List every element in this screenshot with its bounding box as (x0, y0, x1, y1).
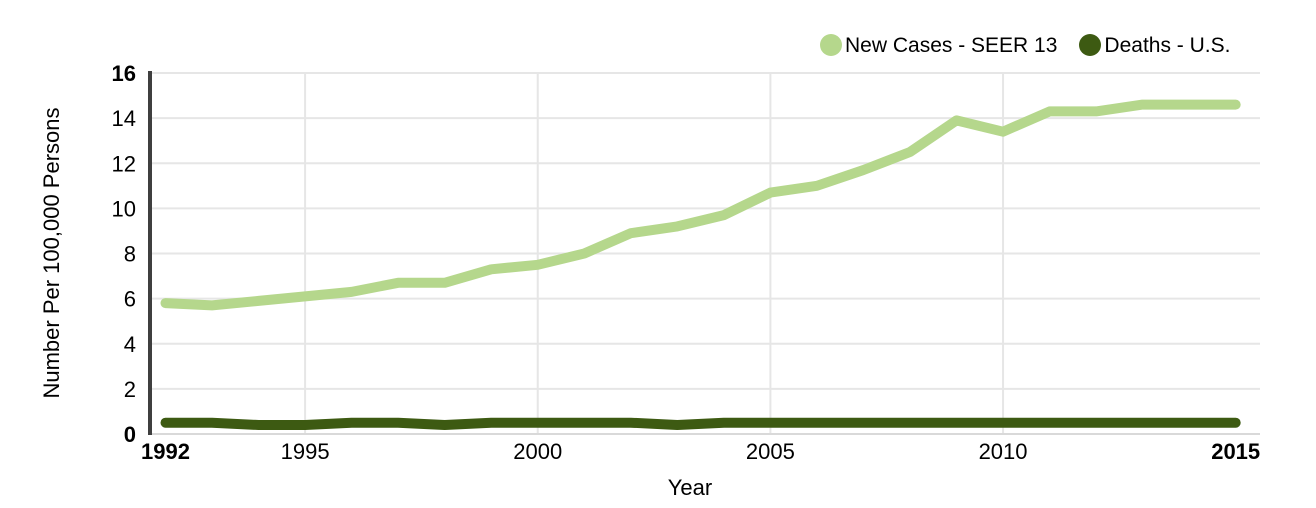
y-tick-12: 12 (112, 151, 136, 176)
y-axis-title: Number Per 100,000 Persons (39, 107, 64, 399)
legend: New Cases - SEER 13 Deaths - U.S. (820, 34, 1230, 56)
legend-item-deaths[interactable]: Deaths - U.S. (1079, 34, 1230, 56)
y-tick-16: 16 (112, 61, 136, 86)
x-tick-2010: 2010 (979, 439, 1028, 464)
series-line-deaths[interactable] (160, 417, 1241, 430)
deaths-marker-icon (1079, 34, 1102, 56)
y-tick-8: 8 (124, 242, 136, 267)
x-axis-title: Year (667, 475, 713, 500)
x-tick-2015: 2015 (1211, 439, 1260, 464)
x-tick-2005: 2005 (746, 439, 795, 464)
axes (148, 71, 1260, 435)
data-series (160, 99, 1241, 430)
y-tick-4: 4 (124, 332, 136, 357)
x-tick-1992: 1992 (141, 439, 190, 464)
x-tick-2000: 2000 (513, 439, 562, 464)
x-tick-1995: 1995 (281, 439, 330, 464)
y-tick-0: 0 (124, 422, 136, 447)
deaths-legend-label: Deaths - U.S. (1104, 33, 1231, 57)
y-tick-2: 2 (124, 377, 136, 402)
legend-item-new-cases[interactable]: New Cases - SEER 13 (820, 34, 1057, 56)
new-cases-legend-label: New Cases - SEER 13 (845, 33, 1058, 57)
y-tick-6: 6 (124, 287, 136, 312)
gridlines (150, 72, 1260, 434)
series-line-new-cases[interactable] (160, 99, 1241, 311)
tick-labels: 0 2 4 6 8 10 12 14 16 1992 1995 2000 2005 2010 2015 (112, 61, 1261, 464)
y-tick-10: 10 (112, 196, 136, 221)
new-cases-marker-icon (820, 34, 842, 56)
y-tick-14: 14 (112, 106, 136, 131)
